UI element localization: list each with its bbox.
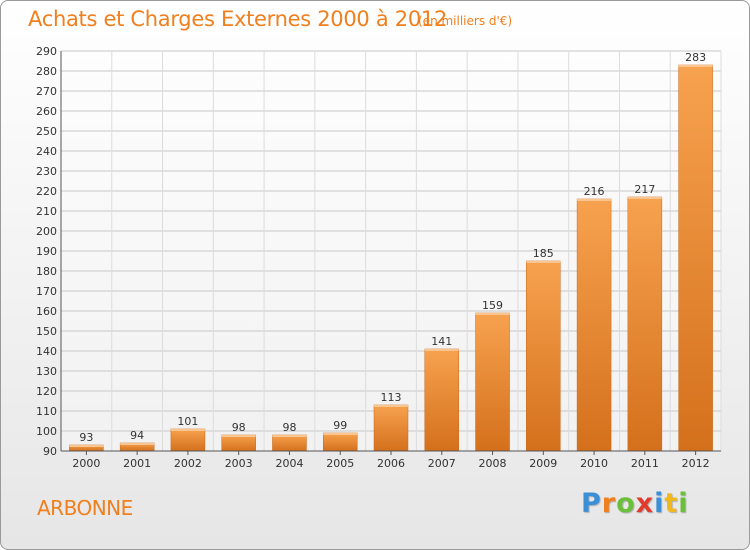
logo-letter: t (664, 488, 679, 519)
x-tick-label: 2012 (682, 457, 710, 470)
bar (475, 312, 510, 452)
x-tick-label: 2001 (123, 457, 151, 470)
bar-highlight (272, 435, 307, 437)
bar (678, 64, 713, 452)
y-tick-label: 210 (36, 205, 57, 218)
x-tick-label: 2011 (631, 457, 659, 470)
commune-name: ARBONNE (37, 496, 133, 520)
bar-highlight (475, 313, 510, 315)
bar-highlight (323, 433, 358, 435)
logo-letter: x (635, 488, 655, 519)
bar (373, 404, 409, 452)
x-tick-label: 2010 (580, 457, 608, 470)
x-tick-label: 2000 (72, 457, 100, 470)
y-tick-label: 240 (36, 145, 57, 158)
bar-highlight (221, 435, 256, 437)
bar-value-label: 141 (431, 335, 452, 348)
bar (272, 434, 307, 452)
x-tick-label: 2007 (428, 457, 456, 470)
logo-letter: i (678, 488, 689, 519)
bar-value-label: 99 (333, 419, 347, 432)
unit-label: (en milliers d'€) (418, 14, 513, 28)
bar-value-label: 216 (584, 185, 605, 198)
axes (60, 51, 721, 455)
y-tick-label: 120 (36, 385, 57, 398)
x-tick-label: 2003 (225, 457, 253, 470)
bar-highlight (120, 443, 155, 445)
y-tick-label: 270 (36, 85, 57, 98)
x-tick-label: 2004 (275, 457, 303, 470)
bar-highlight (577, 199, 612, 201)
bar-value-label: 159 (482, 299, 503, 312)
x-tick-label: 2008 (479, 457, 507, 470)
bar-highlight (678, 65, 713, 67)
bars (69, 64, 713, 452)
bar-highlight (424, 349, 459, 351)
y-tick-label: 100 (36, 425, 57, 438)
bar (322, 432, 358, 452)
y-tick-label: 190 (36, 245, 57, 258)
y-tick-label: 200 (36, 225, 57, 238)
bar-value-label: 98 (232, 421, 246, 434)
y-tick-label: 110 (36, 405, 57, 418)
bar-value-label: 94 (130, 429, 144, 442)
chart-title: Achats et Charges Externes 2000 à 2012 (28, 7, 448, 31)
x-tick-label: 2006 (377, 457, 405, 470)
labels: 90 100 110 120 130 140 150 160 170 180 190 200 210 22… (36, 45, 710, 470)
logo-letter: P (581, 488, 602, 519)
bar-value-label: 98 (282, 421, 296, 434)
bar (424, 348, 460, 452)
y-tick-label: 140 (36, 345, 57, 358)
x-tick-label: 2005 (326, 457, 354, 470)
y-tick-label: 230 (36, 165, 57, 178)
bar-value-label: 185 (533, 247, 554, 260)
y-tick-label: 180 (36, 265, 57, 278)
bar-highlight (374, 405, 408, 407)
y-tick-label: 220 (36, 185, 57, 198)
proxiti-logo: Proxiti (581, 488, 689, 519)
logo-letter: r (601, 488, 617, 519)
bar-value-label: 283 (685, 51, 706, 64)
bar (170, 428, 206, 452)
bar-value-label: 113 (381, 391, 402, 404)
y-tick-label: 260 (36, 105, 57, 118)
y-tick-label: 90 (43, 445, 57, 458)
x-tick-label: 2002 (174, 457, 202, 470)
y-tick-label: 250 (36, 125, 57, 138)
y-tick-label: 160 (36, 305, 57, 318)
bar-highlight (526, 261, 561, 263)
logo-letter: i (654, 488, 665, 519)
y-tick-label: 130 (36, 365, 57, 378)
y-tick-label: 280 (36, 65, 57, 78)
bar (576, 198, 612, 452)
bar (221, 434, 256, 452)
bar-value-label: 93 (79, 431, 93, 444)
bar-highlight (627, 197, 662, 199)
bar-highlight (170, 429, 205, 431)
bar-value-label: 217 (634, 183, 655, 196)
logo-letter: o (616, 488, 636, 519)
bar (526, 260, 561, 452)
bar-value-label: 101 (177, 415, 198, 428)
y-tick-label: 170 (36, 285, 57, 298)
bar (627, 196, 663, 452)
x-tick-label: 2009 (529, 457, 557, 470)
y-tick-label: 290 (36, 45, 57, 58)
bar-highlight (69, 445, 104, 447)
y-tick-label: 150 (36, 325, 57, 338)
